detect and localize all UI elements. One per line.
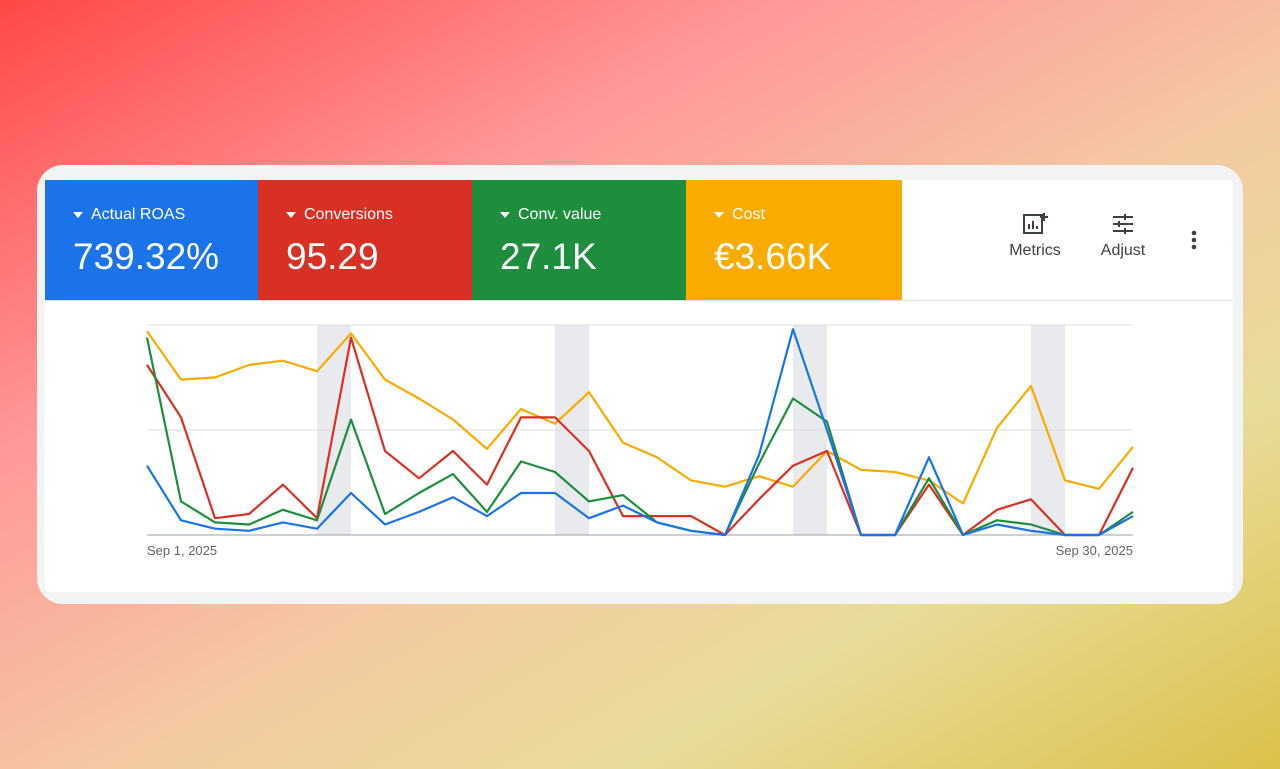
metric-name: Conversions — [286, 206, 393, 224]
series-line — [146, 330, 1134, 505]
x-tick-label: Sep 1, 2025 — [147, 543, 217, 558]
adjust-icon — [1113, 214, 1133, 234]
series-line — [146, 328, 1134, 537]
metrics-button[interactable]: Metrics — [995, 212, 1075, 260]
divider — [45, 300, 1233, 301]
metrics-label: Metrics — [1009, 242, 1061, 259]
adjust-button[interactable]: Adjust — [1083, 212, 1163, 260]
chart: Sep 1, 2025 Sep 30, 2025 — [145, 324, 1134, 558]
metric-tile[interactable]: Conv. value 27.1K — [472, 180, 686, 300]
metrics-icon — [1023, 213, 1048, 234]
series-line — [146, 336, 1134, 537]
metric-value: 95.29 — [286, 236, 379, 277]
metric-tile[interactable]: Conversions 95.29 — [258, 180, 472, 300]
metric-name: Actual ROAS — [73, 206, 185, 224]
metric-value: 739.32% — [73, 236, 220, 277]
metric-value: €3.66K — [714, 236, 832, 277]
metric-name: Cost — [714, 206, 765, 224]
metric-tile[interactable]: Actual ROAS 739.32% — [45, 180, 258, 300]
metric-name: Conv. value — [500, 206, 601, 224]
metric-tile[interactable]: Cost €3.66K — [686, 180, 902, 300]
x-tick-label: Sep 30, 2025 — [1056, 543, 1133, 558]
adjust-label: Adjust — [1100, 242, 1146, 259]
series-line — [145, 337, 1134, 537]
more-button[interactable] — [1186, 229, 1202, 253]
metric-value: 27.1K — [500, 236, 597, 277]
